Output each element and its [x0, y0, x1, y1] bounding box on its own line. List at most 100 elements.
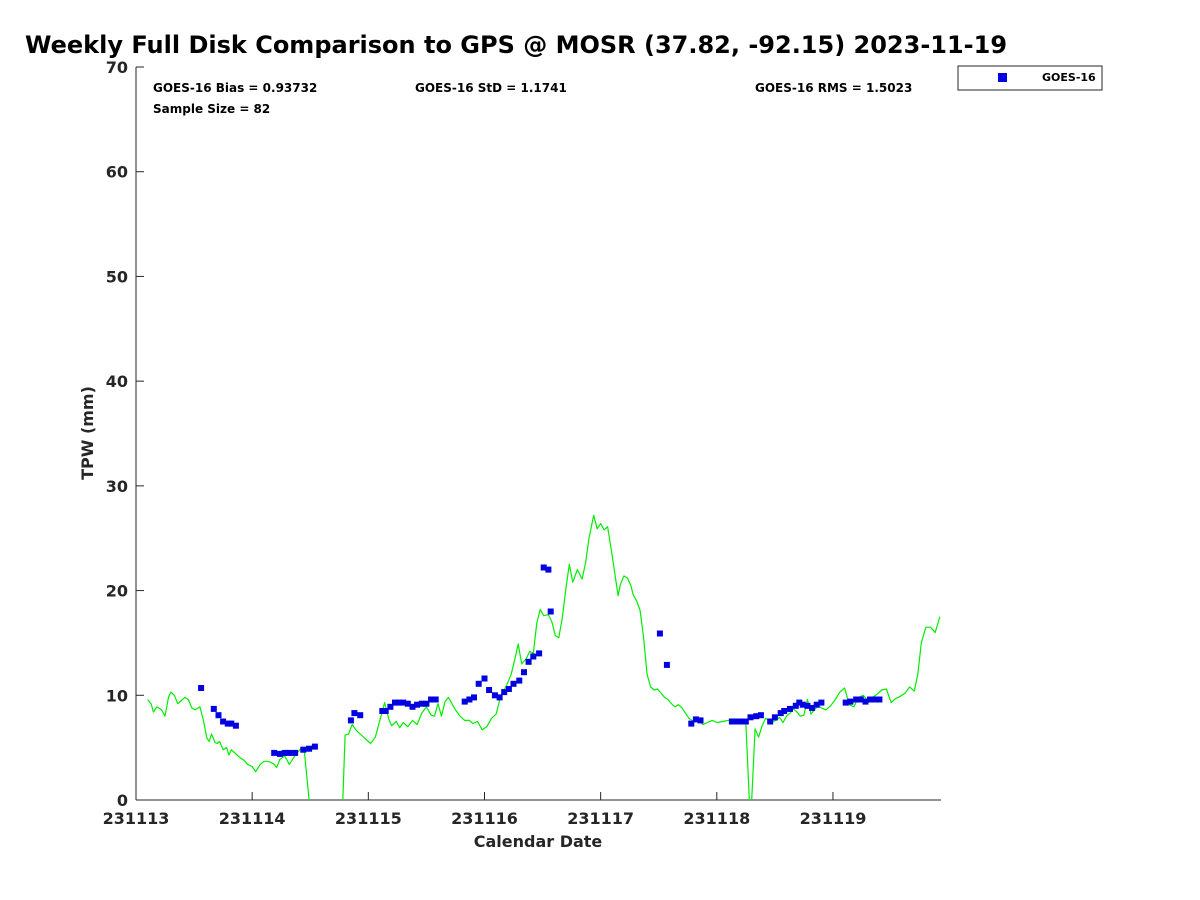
x-tick-label: 231118	[683, 809, 750, 828]
goes16-point	[292, 749, 299, 756]
x-tick-label: 231114	[219, 809, 286, 828]
goes16-point	[692, 716, 699, 723]
bias-stat: GOES-16 Bias = 0.93732	[153, 81, 317, 95]
goes16-point	[871, 696, 878, 703]
legend-label: GOES-16	[1042, 71, 1096, 84]
goes16-point	[277, 750, 283, 757]
goes16-point	[876, 696, 883, 703]
goes16-point	[799, 701, 806, 708]
y-tick-label: 10	[106, 686, 128, 705]
goes16-point	[545, 566, 552, 573]
goes16-point	[409, 703, 416, 710]
gps-line-segment	[751, 616, 941, 801]
goes16-point	[471, 694, 477, 701]
goes16-point	[781, 708, 788, 714]
goes16-point	[481, 675, 488, 682]
goes16-point	[461, 698, 468, 705]
x-axis-ticks: 231113 231114 231115 231116 231117 231118 2311…	[103, 792, 866, 828]
goes16-point	[804, 702, 811, 709]
y-tick-label: 60	[106, 163, 128, 182]
goes16-point	[501, 689, 508, 696]
legend: GOES-16	[957, 65, 1103, 91]
goes16-point	[404, 700, 411, 707]
goes16-point	[663, 661, 670, 668]
std-stat: GOES-16 StD = 1.1741	[415, 81, 567, 95]
goes16-point	[862, 698, 869, 705]
goes16-point	[733, 718, 740, 725]
goes16-point	[857, 696, 864, 703]
y-tick-label: 20	[106, 582, 128, 601]
goes16-point	[536, 650, 543, 657]
goes16-point	[392, 699, 398, 706]
goes16-point	[281, 749, 288, 756]
x-tick-label: 231116	[451, 809, 518, 828]
goes16-point	[813, 701, 820, 708]
goes16-point	[842, 699, 849, 706]
goes16-point	[210, 705, 217, 712]
goes16-point	[432, 696, 439, 703]
goes16-point	[220, 718, 227, 725]
goes16-point	[286, 749, 293, 756]
goes16-point	[818, 699, 825, 706]
goes16-point	[530, 653, 537, 660]
gps-line-segment	[342, 514, 750, 801]
plot-area: 0 10 20 30 40 50 60 70 231113 231114 231115 231116…	[103, 58, 941, 828]
goes16-point	[540, 564, 547, 571]
goes16-point	[387, 703, 394, 710]
y-tick-label: 70	[106, 58, 128, 77]
y-tick-label: 40	[106, 372, 128, 391]
goes16-point	[347, 717, 354, 724]
x-tick-label: 231117	[567, 809, 634, 828]
goes16-point	[547, 608, 554, 615]
goes16-point	[486, 687, 493, 693]
goes16-point	[232, 722, 239, 729]
gps-series	[147, 514, 941, 801]
goes16-point	[777, 710, 784, 717]
goes16-point	[496, 694, 503, 701]
goes16-point	[867, 696, 874, 703]
goes16-point	[853, 696, 860, 703]
goes16-point	[475, 680, 482, 687]
goes16-point	[516, 677, 523, 684]
goes16-point	[796, 699, 803, 706]
goes16-point	[351, 710, 358, 717]
goes16-point	[300, 746, 307, 753]
goes16-point	[847, 698, 854, 705]
plot-background	[136, 67, 941, 800]
goes16-point	[418, 700, 425, 707]
goes16-point	[792, 702, 799, 709]
goes16-point	[379, 708, 386, 714]
goes16-point	[767, 718, 774, 725]
goes16-point	[228, 720, 235, 727]
goes16-point	[357, 712, 364, 719]
goes16-point	[787, 705, 793, 712]
goes16-point	[742, 718, 749, 725]
goes16-point	[739, 718, 746, 725]
goes16-point	[697, 717, 704, 724]
y-axis-ticks: 0 10 20 30 40 50 60 70	[106, 58, 144, 810]
goes16-point	[395, 699, 402, 706]
goes16-point	[311, 743, 318, 750]
goes16-point	[521, 669, 527, 676]
goes16-point	[753, 713, 760, 720]
x-axis-label: Calendar Date	[474, 832, 603, 851]
goes16-point	[466, 696, 473, 703]
y-axis-label: TPW (mm)	[78, 386, 97, 480]
x-tick-label: 231113	[103, 809, 170, 828]
goes16-point	[656, 630, 663, 637]
x-tick-label: 231115	[335, 809, 402, 828]
y-tick-label: 30	[106, 477, 128, 496]
legend-box	[957, 65, 1103, 91]
goes16-point	[382, 708, 389, 714]
goes16-point	[510, 680, 517, 687]
goes16-point	[747, 714, 754, 721]
goes16-point	[423, 700, 430, 707]
goes16-point	[491, 692, 498, 699]
goes16-point	[271, 749, 278, 756]
y-tick-label: 50	[106, 267, 128, 286]
goes16-point	[224, 720, 231, 727]
gps-line-segment	[147, 691, 310, 801]
goes16-point	[771, 714, 778, 721]
goes16-point	[306, 745, 313, 752]
goes16-point	[757, 712, 764, 719]
